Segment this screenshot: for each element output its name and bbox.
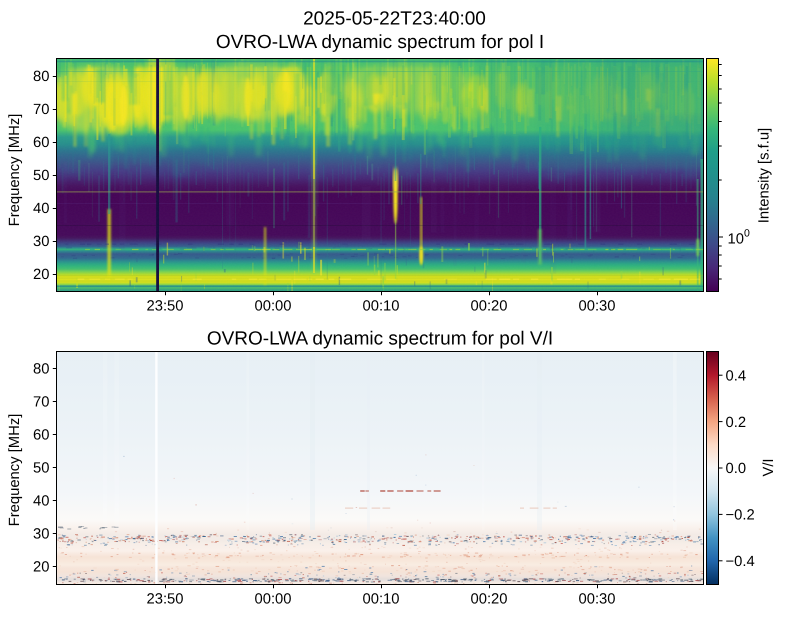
svg-text:V/I: V/I	[761, 458, 777, 476]
svg-text:0.2: 0.2	[726, 415, 747, 431]
svg-text:Frequency [MHz]: Frequency [MHz]	[7, 414, 23, 527]
svg-text:20: 20	[33, 267, 49, 283]
svg-text:40: 40	[33, 494, 49, 510]
svg-text:80: 80	[33, 362, 49, 378]
svg-text:OVRO-LWA dynamic spectrum for: OVRO-LWA dynamic spectrum for pol I	[216, 32, 544, 53]
svg-text:0.0: 0.0	[726, 461, 747, 477]
svg-text:00:30: 00:30	[578, 299, 615, 315]
svg-text:23:50: 23:50	[146, 592, 183, 608]
svg-text:00:20: 00:20	[470, 299, 507, 315]
svg-text:80: 80	[33, 69, 49, 85]
svg-text:30: 30	[33, 527, 49, 543]
svg-text:00:10: 00:10	[362, 592, 399, 608]
svg-text:30: 30	[33, 234, 49, 250]
svg-text:0.4: 0.4	[726, 368, 747, 384]
svg-text:60: 60	[33, 135, 49, 151]
svg-text:40: 40	[33, 201, 49, 217]
svg-text:Frequency [MHz]: Frequency [MHz]	[7, 114, 23, 227]
svg-text:20: 20	[33, 560, 49, 576]
svg-text:70: 70	[33, 102, 49, 118]
svg-text:00:20: 00:20	[470, 592, 507, 608]
svg-text:2025-05-22T23:40:00: 2025-05-22T23:40:00	[303, 9, 486, 30]
svg-text:00:10: 00:10	[362, 299, 399, 315]
svg-text:60: 60	[33, 428, 49, 444]
svg-text:OVRO-LWA dynamic spectrum for: OVRO-LWA dynamic spectrum for pol V/I	[207, 329, 553, 350]
svg-text:50: 50	[33, 461, 49, 477]
svg-text:−0.4: −0.4	[726, 554, 755, 570]
svg-text:Intensity [s.f.u]: Intensity [s.f.u]	[757, 128, 773, 223]
svg-text:00:30: 00:30	[578, 592, 615, 608]
svg-text:00:00: 00:00	[254, 299, 291, 315]
svg-text:−0.2: −0.2	[726, 508, 755, 524]
svg-text:23:50: 23:50	[146, 299, 183, 315]
svg-text:00:00: 00:00	[254, 592, 291, 608]
svg-text:50: 50	[33, 168, 49, 184]
svg-text:70: 70	[33, 395, 49, 411]
